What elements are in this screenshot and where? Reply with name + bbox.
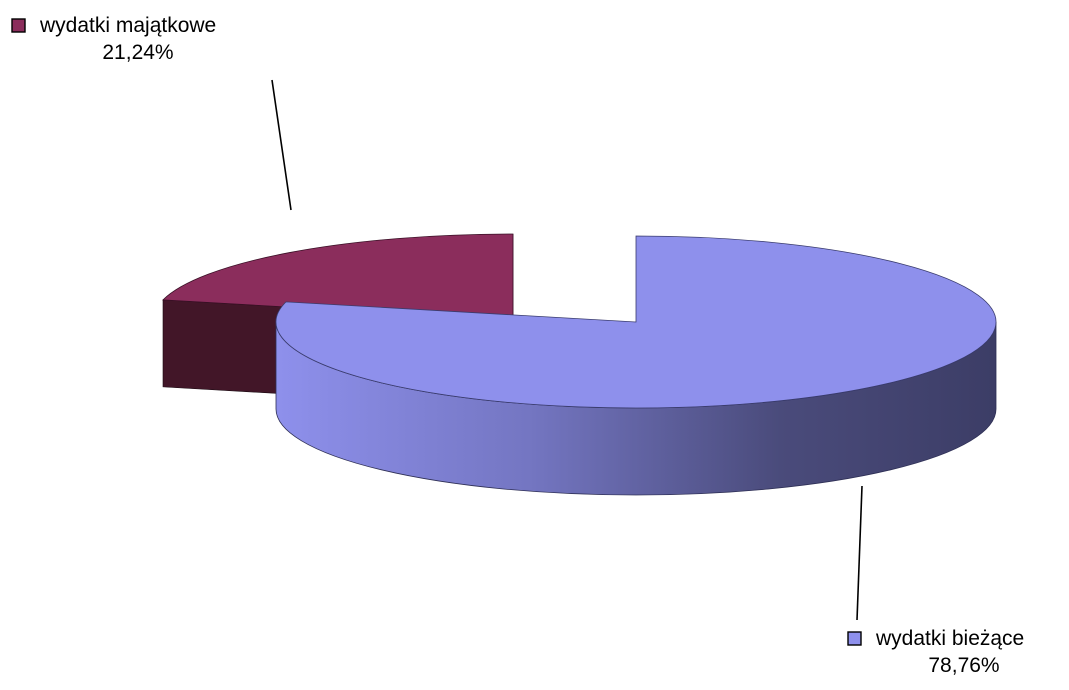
leader-line-1 (856, 485, 863, 621)
pie-slice-wydatki-majatkowe (162, 233, 514, 321)
slice-label-value-1: 78,76% (928, 654, 999, 677)
slice-tops (162, 233, 997, 409)
legend-key-1 (847, 631, 862, 646)
pie-slice-wydatki-biezace (275, 235, 997, 409)
slice-label-value-0: 21,24% (102, 41, 173, 64)
leader-line-0 (271, 79, 292, 211)
data-labels: wydatki majątkowe 21,24% wydatki bieżące 78… (11, 14, 1024, 677)
slice-label-name-0: wydatki majątkowe (39, 14, 216, 37)
legend-key-0 (11, 18, 26, 33)
slice-label-name-1: wydatki bieżące (875, 627, 1024, 650)
leader-lines (271, 79, 863, 621)
